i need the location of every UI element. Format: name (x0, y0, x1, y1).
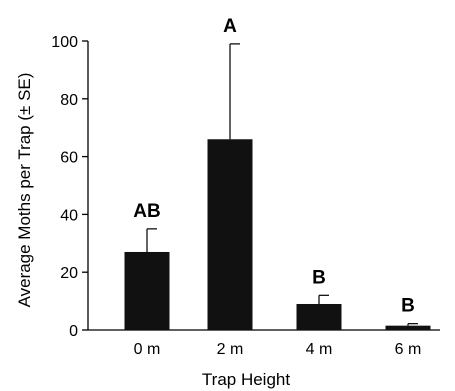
significance-label-2: B (312, 267, 326, 288)
y-tick-label: 80 (60, 92, 78, 109)
x-tick-label-3: 6 m (395, 341, 422, 358)
y-tick-label: 60 (60, 150, 78, 167)
y-axis: 0 20 40 60 80 100 (51, 34, 89, 340)
y-tick-label: 100 (51, 34, 78, 51)
bar-3 (385, 325, 431, 330)
y-tick-label: 40 (60, 207, 78, 224)
y-axis-title: Average Moths per Trap (± SE) (15, 73, 34, 308)
significance-label-1: A (223, 16, 237, 37)
significance-label-0: AB (133, 201, 160, 222)
x-axis-title: Trap Height (202, 370, 290, 389)
x-axis: 0 m 2 m 4 m 6 m (88, 329, 440, 358)
significance-label-3: B (401, 296, 415, 317)
bar-2 (296, 303, 342, 330)
x-tick-label-1: 2 m (217, 341, 244, 358)
y-tick-label: 20 (60, 265, 78, 282)
x-tick-label-0: 0 m (134, 341, 161, 358)
bar-0 (124, 251, 170, 330)
bar-1 (207, 139, 253, 330)
y-tick-label: 0 (69, 323, 78, 340)
x-tick-label-2: 4 m (306, 341, 333, 358)
